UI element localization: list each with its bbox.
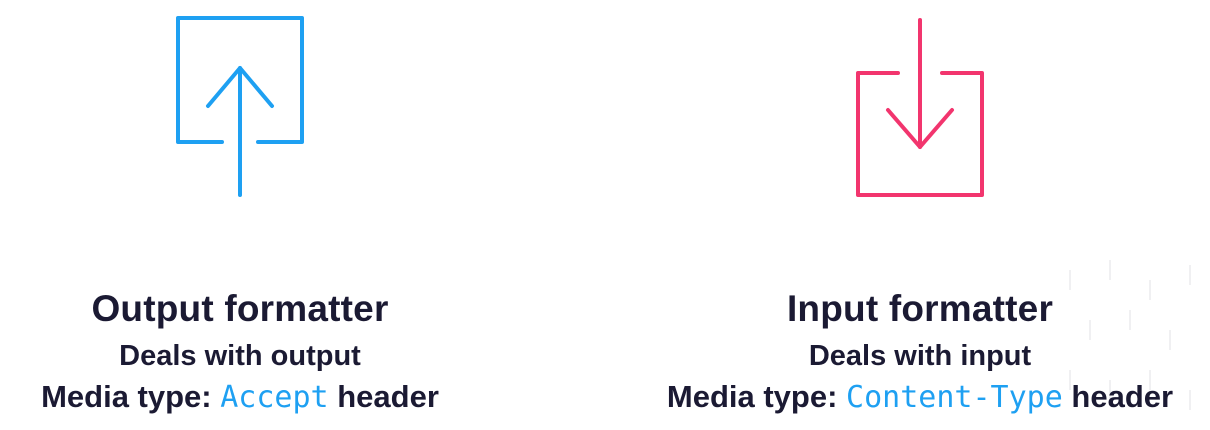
media-type-label: Media type: [666,379,838,414]
output-formatter-title: Output formatter [91,288,389,329]
content-type-header-code: Content-Type [846,380,1063,415]
output-media-type-line: Media type: Accept header [0,379,480,415]
accept-header-code: Accept [220,380,329,415]
input-formatter-subtitle: Deals with input [808,340,1032,372]
background-pattern [1069,260,1191,410]
upload-arrow-box-icon [176,16,304,197]
output-formatter-panel: Output formatter Deals with output Media… [0,0,480,430]
output-formatter-subtitle: Deals with output [119,340,361,372]
download-arrow-box-icon [856,18,984,197]
input-formatter-panel: Input formatter Deals with input Media t… [630,0,1210,430]
media-type-label: Media type: [41,379,212,414]
header-word: header [1071,379,1174,414]
header-word: header [337,379,439,414]
input-media-type-line: Media type: Content-Type header [630,379,1210,415]
input-formatter-title: Input formatter [786,288,1054,329]
